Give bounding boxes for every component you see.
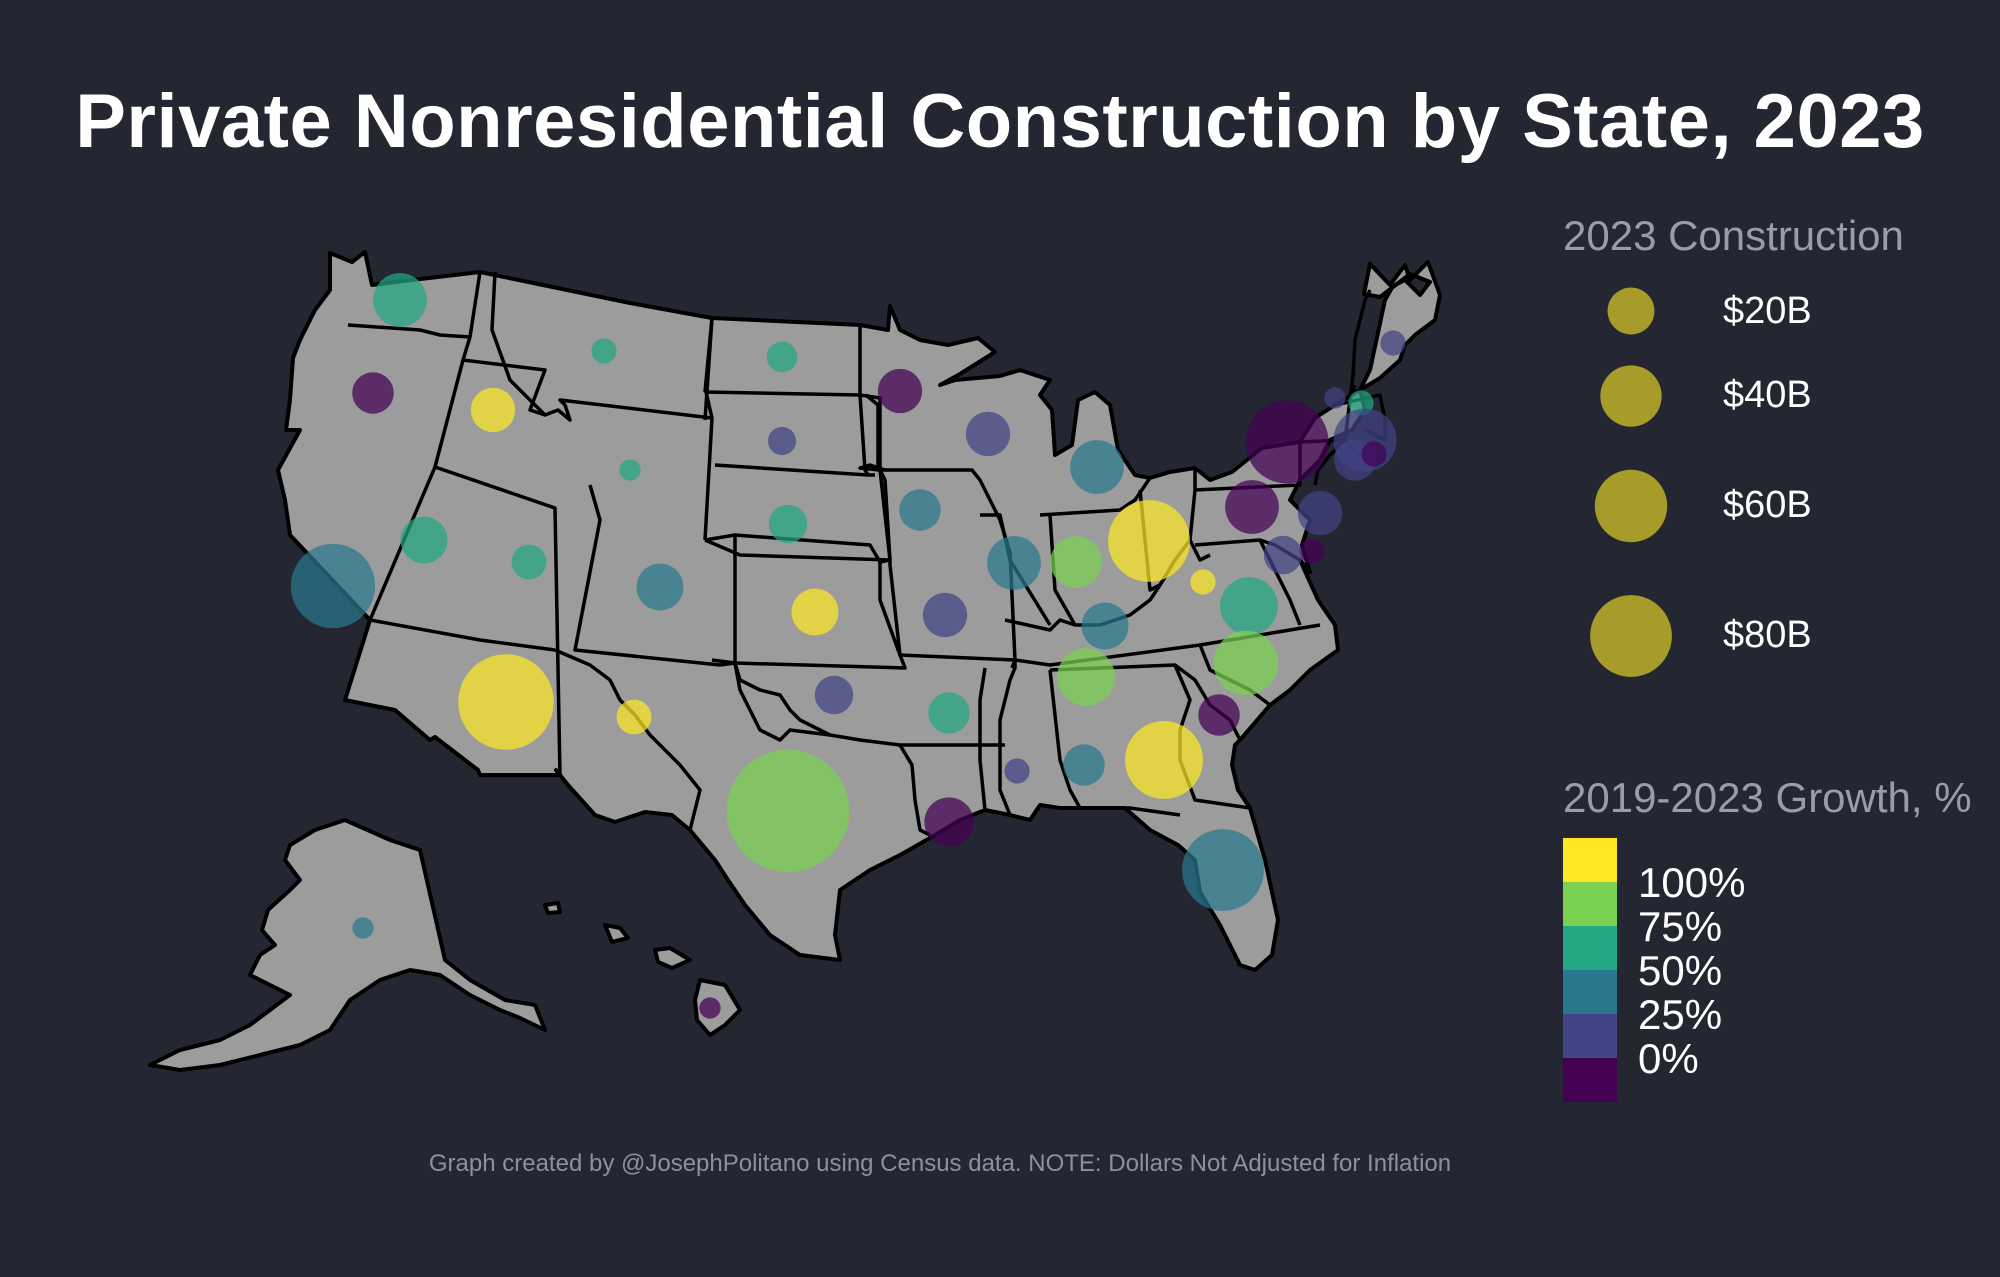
size-legend-label-40b: $40B — [1723, 374, 1812, 416]
state-bubble-md — [1263, 535, 1303, 575]
page-title: Private Nonresidential Construction by S… — [75, 79, 1925, 164]
state-bubble-tx — [726, 749, 850, 873]
state-bubble-ga — [1125, 721, 1203, 799]
state-bubble-mn — [877, 368, 923, 414]
state-bubble-wa — [373, 273, 427, 327]
state-bubble-ca — [290, 543, 376, 629]
state-bubble-ks — [791, 588, 839, 636]
color-legend-swatch — [1563, 926, 1617, 970]
state-bubble-in — [1050, 536, 1102, 588]
state-bubble-nv — [400, 516, 448, 564]
state-bubble-ri — [1361, 441, 1387, 467]
state-bubble-tn — [1057, 648, 1115, 706]
hawaii-oahu — [603, 923, 630, 944]
hawaii-kauai — [543, 901, 562, 915]
state-bubble-sc — [1198, 694, 1240, 736]
state-bubble-me — [1380, 330, 1406, 356]
hawaii-maui — [653, 946, 692, 970]
size-legend-title: 2023 Construction — [1563, 212, 1904, 259]
size-legend-circles — [1590, 287, 1672, 677]
size-legend-label-60b: $60B — [1723, 484, 1812, 526]
state-bubble-wi — [965, 411, 1011, 457]
state-bubbles — [290, 273, 1406, 1019]
state-bubble-oh — [1108, 500, 1190, 582]
state-bubble-nm — [616, 699, 652, 735]
state-bubble-nj — [1297, 490, 1343, 536]
state-bubble-az — [458, 654, 554, 750]
state-bubble-ar — [928, 692, 970, 734]
color-legend-swatch — [1563, 1058, 1617, 1102]
size-legend-circle — [1594, 469, 1668, 543]
state-bubble-va — [1220, 577, 1278, 635]
size-legend-label-20b: $20B — [1723, 290, 1812, 332]
state-bubble-wv — [1190, 569, 1216, 595]
state-bubble-mo — [922, 592, 968, 638]
size-legend-circle — [1607, 287, 1655, 335]
size-legend-circle — [1590, 595, 1672, 677]
state-bubble-al — [1063, 744, 1105, 786]
state-bubble-ok — [814, 675, 854, 715]
state-bubble-il — [987, 536, 1041, 590]
color-legend-swatch — [1563, 970, 1617, 1014]
color-legend-swatch — [1563, 838, 1617, 882]
size-legend-circle — [1600, 365, 1662, 427]
size-legend-label-80b: $80B — [1723, 614, 1812, 656]
state-bubble-ne — [768, 504, 808, 544]
state-bubble-de — [1299, 538, 1325, 564]
state-bubble-wy — [619, 459, 641, 481]
color-legend-title: 2019-2023 Growth, % — [1563, 774, 1972, 821]
state-bubble-fl — [1182, 829, 1264, 911]
state-bubble-ak — [352, 917, 374, 939]
state-bubble-pa — [1225, 480, 1279, 534]
color-legend-label-50: 50% — [1638, 947, 1723, 994]
state-bubble-ky — [1081, 602, 1129, 650]
color-legend-label-0: 0% — [1638, 1035, 1699, 1082]
state-bubble-id — [470, 387, 516, 433]
color-legend-label-25: 25% — [1638, 991, 1723, 1038]
color-legend-label-100: 100% — [1638, 859, 1746, 906]
state-bubble-co — [636, 563, 684, 611]
state-bubble-ny — [1245, 400, 1329, 484]
state-bubble-mt — [591, 338, 617, 364]
state-bubble-or — [352, 372, 394, 414]
color-legend-label-75: 75% — [1638, 903, 1723, 950]
state-bubble-sd — [767, 426, 797, 456]
state-bubble-ms — [1004, 758, 1030, 784]
state-bubble-nc — [1213, 630, 1279, 696]
state-bubble-ia — [899, 489, 941, 531]
color-legend-swatch — [1563, 1014, 1617, 1058]
state-bubble-nd — [766, 341, 798, 373]
state-bubble-hi — [699, 997, 721, 1019]
state-bubble-vt — [1324, 387, 1346, 409]
state-bubble-ut — [511, 544, 547, 580]
state-bubble-mi — [1070, 440, 1124, 494]
caption: Graph created by @JosephPolitano using C… — [428, 1150, 1452, 1177]
color-legend-swatch — [1563, 882, 1617, 926]
color-legend-bar — [1563, 838, 1617, 1102]
alaska-outline — [148, 818, 547, 1072]
state-bubble-la — [924, 797, 974, 847]
